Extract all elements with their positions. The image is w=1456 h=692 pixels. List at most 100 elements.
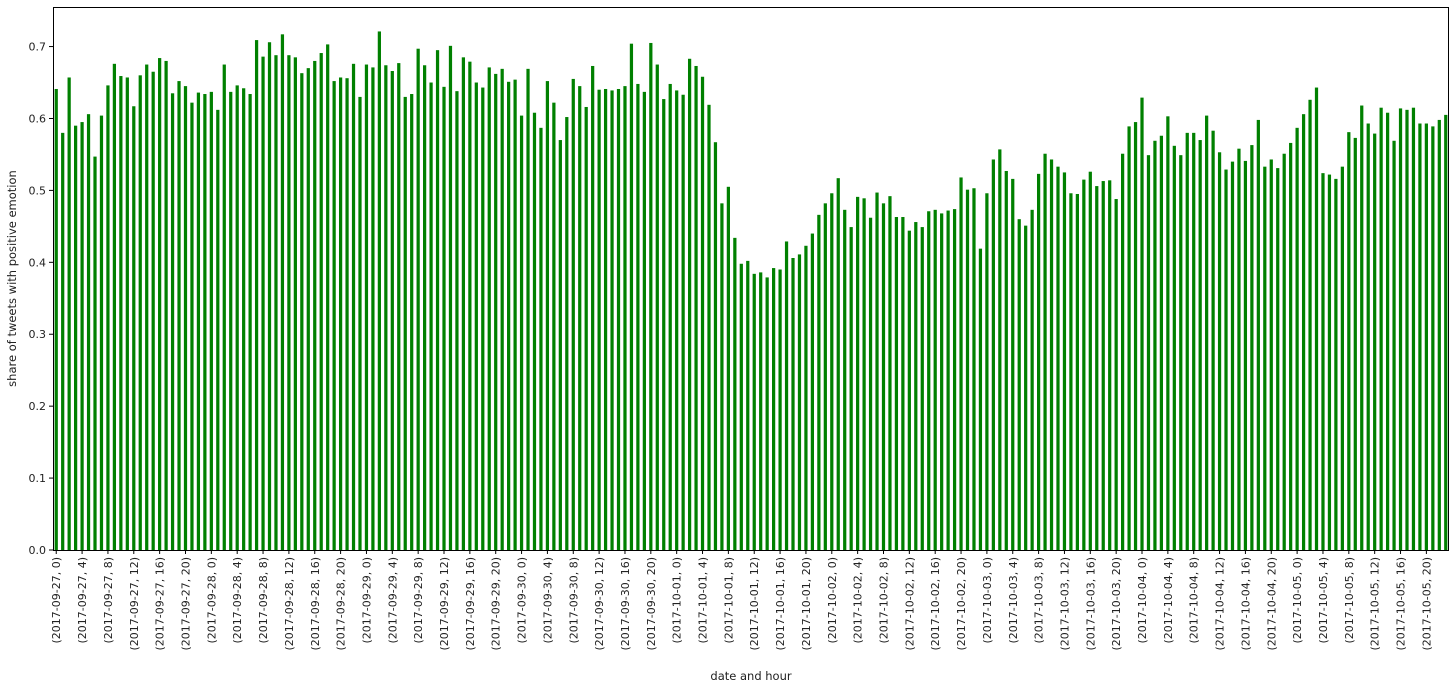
bar bbox=[836, 178, 840, 551]
bar bbox=[1243, 160, 1248, 550]
x-tick-label: (2017-09-27, 8) bbox=[102, 557, 115, 644]
bar bbox=[1411, 107, 1416, 550]
bar bbox=[1398, 108, 1403, 550]
x-tick-label: (2017-10-01, 16) bbox=[774, 557, 787, 651]
bar bbox=[254, 40, 259, 550]
bar bbox=[1217, 152, 1222, 550]
bar bbox=[1334, 178, 1338, 550]
bar bbox=[274, 55, 278, 550]
y-tick-label: 0.2 bbox=[29, 400, 47, 413]
bar bbox=[1108, 180, 1112, 550]
bar bbox=[616, 88, 621, 551]
bar bbox=[649, 42, 653, 551]
bar bbox=[397, 63, 401, 550]
bar bbox=[1159, 135, 1164, 551]
bar bbox=[248, 94, 252, 551]
x-tick-label: (2017-10-04, 16) bbox=[1239, 557, 1252, 651]
bar bbox=[435, 50, 440, 551]
bar bbox=[642, 91, 646, 551]
bar bbox=[229, 91, 233, 551]
x-tick-label: (2017-09-27, 4) bbox=[76, 557, 89, 644]
x-tick-label: (2017-09-27, 16) bbox=[154, 557, 167, 651]
x-axis-label: date and hour bbox=[710, 669, 791, 683]
bar bbox=[1379, 107, 1383, 550]
x-tick-label: (2017-10-04, 0) bbox=[1136, 557, 1149, 644]
bar bbox=[784, 241, 789, 550]
bar bbox=[132, 106, 136, 550]
x-tick-label: (2017-10-04, 8) bbox=[1188, 557, 1201, 644]
x-tick-label: (2017-09-27, 20) bbox=[179, 557, 192, 651]
bar bbox=[881, 203, 886, 550]
bar bbox=[1179, 155, 1183, 550]
bar bbox=[623, 86, 627, 551]
bar bbox=[849, 227, 853, 550]
bar bbox=[1424, 123, 1428, 550]
x-axis-ticks: (2017-09-27, 0) (2017-09-27, 4) (2017-09-2… bbox=[50, 550, 1433, 651]
bar bbox=[752, 273, 756, 550]
x-tick-label: (2017-10-03, 20) bbox=[1110, 557, 1123, 651]
bar bbox=[1198, 140, 1202, 551]
bar bbox=[1360, 105, 1364, 550]
bar bbox=[164, 60, 168, 550]
bar bbox=[629, 43, 634, 551]
x-tick-label: (2017-09-27, 0) bbox=[50, 557, 63, 644]
bar bbox=[830, 193, 834, 550]
bar bbox=[946, 210, 950, 551]
x-tick-label: (2017-09-30, 4) bbox=[541, 557, 554, 644]
bar bbox=[429, 82, 433, 551]
bar bbox=[1263, 166, 1267, 550]
bar bbox=[694, 65, 698, 550]
x-tick-label: (2017-09-28, 12) bbox=[283, 557, 296, 651]
y-tick-label: 0.3 bbox=[29, 328, 47, 341]
y-tick-label: 0.4 bbox=[29, 256, 47, 269]
bar bbox=[965, 189, 970, 550]
y-tick-label: 0.1 bbox=[29, 472, 47, 485]
bar bbox=[332, 81, 336, 550]
bar bbox=[1289, 142, 1293, 550]
bar bbox=[1211, 130, 1215, 550]
bar bbox=[338, 77, 343, 550]
bar bbox=[106, 85, 110, 550]
bar bbox=[319, 53, 323, 550]
bar bbox=[474, 82, 478, 551]
bar bbox=[1121, 153, 1125, 550]
bar bbox=[410, 94, 414, 551]
bar bbox=[1224, 169, 1228, 551]
bar bbox=[603, 88, 608, 551]
bar bbox=[196, 92, 201, 550]
bar bbox=[746, 260, 750, 550]
bar bbox=[545, 81, 550, 550]
x-tick-label: (2017-09-30, 0) bbox=[516, 557, 529, 644]
bar bbox=[448, 45, 453, 551]
x-tick-label: (2017-10-05, 0) bbox=[1291, 557, 1304, 644]
x-tick-label: (2017-10-03, 8) bbox=[1033, 557, 1046, 644]
x-tick-label: (2017-09-28, 20) bbox=[335, 557, 348, 651]
bar bbox=[565, 117, 569, 550]
bar bbox=[920, 227, 924, 550]
bar bbox=[351, 63, 356, 550]
bar bbox=[1153, 140, 1157, 550]
plot-frame bbox=[53, 7, 1449, 551]
bar bbox=[759, 272, 763, 550]
bar bbox=[267, 42, 272, 551]
bar bbox=[823, 203, 827, 550]
x-tick-label: (2017-10-05, 16) bbox=[1395, 557, 1408, 651]
bar bbox=[306, 68, 310, 550]
bar bbox=[61, 132, 65, 551]
bar bbox=[1321, 173, 1325, 550]
x-tick-label: (2017-10-05, 20) bbox=[1420, 557, 1433, 651]
bar bbox=[894, 217, 899, 550]
x-tick-label: (2017-10-02, 0) bbox=[826, 557, 839, 644]
bar bbox=[203, 94, 207, 551]
bar bbox=[1373, 133, 1377, 550]
bar bbox=[856, 196, 860, 550]
bar bbox=[519, 115, 524, 550]
x-tick-label: (2017-10-01, 12) bbox=[748, 557, 761, 651]
bar bbox=[927, 211, 931, 550]
bar bbox=[1392, 140, 1396, 550]
bar bbox=[1192, 132, 1196, 551]
bar bbox=[610, 90, 614, 551]
bar bbox=[377, 31, 381, 550]
x-tick-label: (2017-09-28, 4) bbox=[231, 557, 244, 644]
bar bbox=[500, 68, 504, 550]
